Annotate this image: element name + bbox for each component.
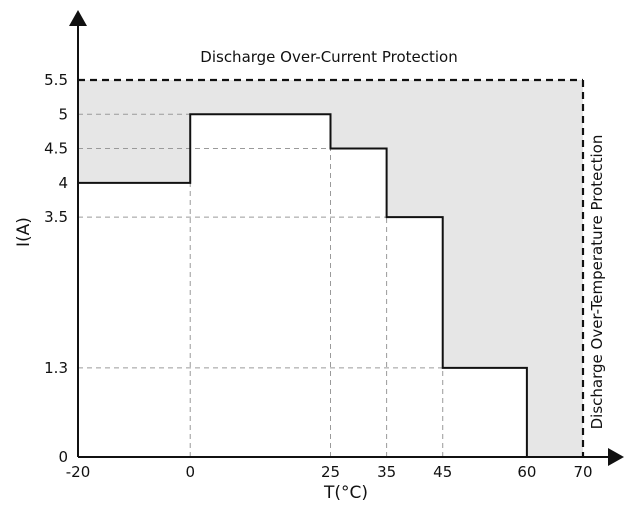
x-tick-label: 35 (377, 463, 396, 481)
over-current-protection-label: Discharge Over-Current Protection (200, 48, 457, 66)
y-tick-label: 5 (58, 105, 68, 123)
y-tick-label: 4 (58, 174, 68, 192)
current-limit-step-layer (78, 113, 583, 458)
x-axis-arrowhead-icon (608, 448, 624, 466)
y-axis-title: I(A) (14, 217, 34, 247)
x-tick-label: 70 (573, 463, 592, 481)
y-tick-label: 4.5 (44, 140, 68, 158)
x-tick-label: 60 (517, 463, 536, 481)
x-tick-label: 0 (185, 463, 195, 481)
current-limit-step-line (78, 113, 583, 458)
y-tick-label: 0 (58, 448, 68, 466)
x-axis-title: T(°C) (323, 483, 368, 503)
y-tick-label: 1.3 (44, 359, 68, 377)
limit-lines-layer (78, 78, 585, 457)
y-tick-label: 3.5 (44, 208, 68, 226)
y-tick-label: 5.5 (44, 71, 68, 89)
y-axis-arrowhead-icon (69, 10, 87, 26)
over-temperature-protection-label: Discharge Over-Temperature Protection (588, 135, 606, 430)
x-tick-label: 45 (433, 463, 452, 481)
x-tick-label: 25 (321, 463, 340, 481)
axes-layer (69, 10, 624, 466)
x-tick-label: -20 (66, 463, 91, 481)
